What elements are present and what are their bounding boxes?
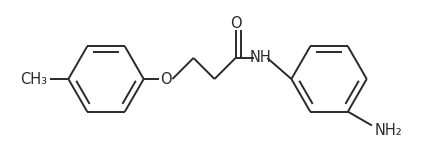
Text: NH: NH bbox=[250, 50, 271, 65]
Text: NH₂: NH₂ bbox=[375, 123, 403, 138]
Text: O: O bbox=[230, 16, 241, 31]
Text: O: O bbox=[160, 72, 171, 86]
Text: CH₃: CH₃ bbox=[20, 72, 48, 86]
